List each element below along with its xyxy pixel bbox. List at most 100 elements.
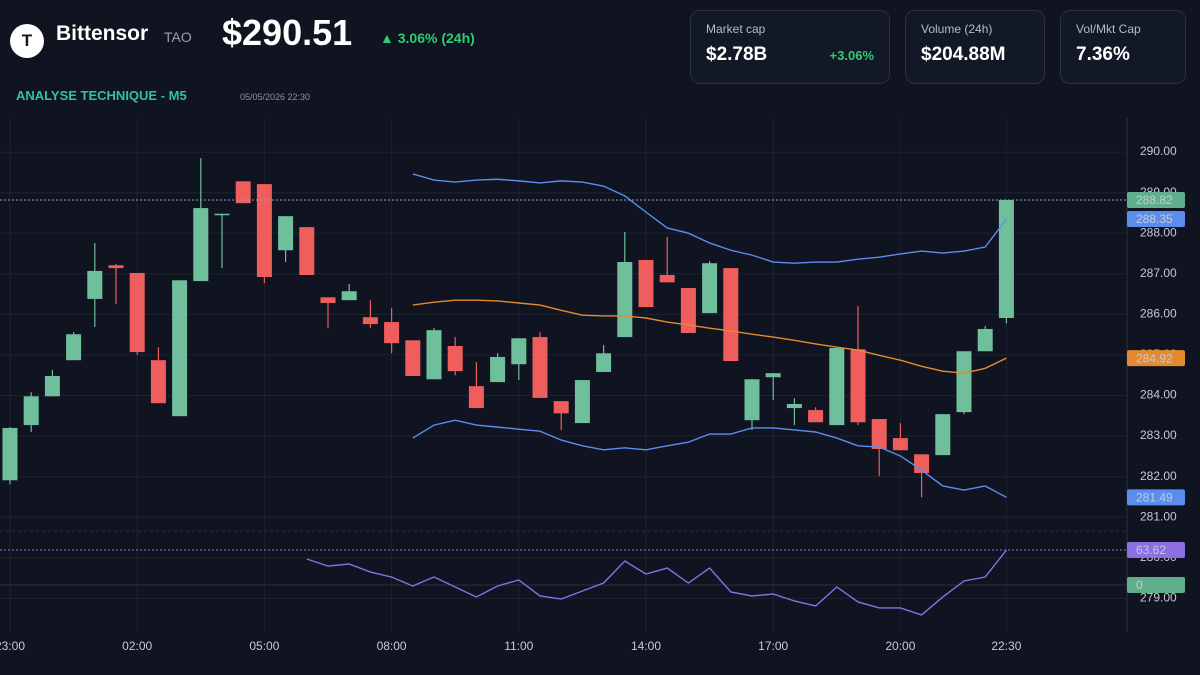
price: $290.51	[222, 12, 353, 53]
candle-body	[553, 401, 569, 414]
indicator-line	[306, 549, 1007, 616]
candle-body	[956, 351, 972, 413]
candle-body	[44, 376, 60, 397]
candle-body	[808, 410, 824, 423]
last-price-label-bg	[1127, 191, 1185, 208]
candle-body	[193, 208, 209, 282]
candle-body	[638, 259, 654, 308]
x-tick-label: 23:00	[0, 639, 25, 653]
candle-body	[129, 272, 145, 353]
x-tick-label: 20:00	[885, 639, 915, 653]
date: 05/05/2026 22:30	[240, 92, 311, 102]
candle-body	[23, 396, 39, 426]
stat-change: +3.06%	[829, 48, 874, 63]
last-price-label: 288.82	[1136, 193, 1173, 207]
candle-body	[617, 262, 633, 338]
y-tick-label: 286.00	[1140, 307, 1177, 321]
subtitle: ANALYSE TECHNIQUE - M5	[16, 88, 187, 103]
stat-value: $204.88M	[921, 44, 1006, 65]
y-tick-label: 279.00	[1140, 591, 1177, 605]
overlay-last-label: 281.49	[1136, 490, 1173, 504]
candle-body	[574, 380, 590, 424]
overlay-last-label-bg	[1127, 489, 1185, 506]
stat-card: Vol/Mkt Cap 7.36%	[1060, 10, 1186, 84]
candle-body	[532, 337, 548, 398]
candle-body	[765, 373, 781, 378]
indicator-tick-label-bg	[1127, 577, 1185, 593]
x-tick-label: 11:00	[504, 639, 533, 653]
overlay-last-label-bg	[1127, 211, 1185, 228]
y-tick-label: 281.00	[1140, 509, 1177, 523]
candle-body	[447, 345, 463, 372]
candle-body	[786, 404, 802, 409]
candle-body	[659, 274, 675, 283]
y-tick-label: 284.00	[1140, 388, 1177, 402]
candle-body	[2, 427, 18, 481]
x-tick-label: 17:00	[758, 639, 788, 653]
candle-body	[87, 270, 103, 299]
candle-body	[680, 287, 696, 334]
price-change: ▲ 3.06% (24h)	[380, 30, 475, 46]
candle-body	[892, 438, 908, 451]
candle-body	[426, 330, 442, 380]
y-tick-label: 287.00	[1140, 266, 1177, 280]
y-tick-label: 283.00	[1140, 428, 1177, 442]
overlay-line	[412, 419, 1007, 498]
candle-body	[744, 379, 760, 421]
stat-card: Volume (24h) $204.88M	[905, 10, 1045, 84]
x-tick-label: 14:00	[631, 639, 661, 653]
candle-body	[998, 199, 1014, 319]
indicator-tick-label: 0	[1136, 578, 1143, 592]
candle-body	[511, 338, 527, 365]
coin-name: Bittensor	[56, 22, 149, 45]
candle-body	[702, 263, 718, 314]
x-tick-label: 05:00	[249, 639, 279, 653]
candle-body	[172, 280, 188, 417]
candle-body	[235, 181, 251, 204]
candle-body	[108, 265, 124, 269]
candle-body	[66, 334, 82, 361]
x-tick-label: 02:00	[122, 639, 152, 653]
stat-label: Vol/Mkt Cap	[1076, 22, 1141, 36]
candle-body	[150, 360, 166, 404]
x-tick-label: 22:30	[991, 639, 1021, 653]
candle-body	[871, 419, 887, 450]
x-tick-label: 08:00	[377, 639, 407, 653]
candle-body	[384, 322, 400, 344]
overlay-line	[412, 299, 1007, 374]
candle-body	[935, 414, 951, 456]
coin-symbol: TAO	[164, 29, 192, 45]
y-tick-label: 282.00	[1140, 469, 1177, 483]
overlay-last-label-bg	[1127, 350, 1185, 367]
stat-value: $2.78B	[706, 44, 768, 65]
candle-body	[977, 328, 993, 352]
overlay-last-label: 288.35	[1136, 212, 1173, 226]
stat-value: 7.36%	[1076, 44, 1130, 65]
candle-body	[256, 184, 272, 278]
candle-body	[490, 356, 506, 383]
candle-body	[850, 349, 866, 423]
candle-body	[596, 353, 612, 372]
y-tick-label: 288.00	[1140, 225, 1177, 239]
candle-body	[829, 348, 845, 426]
stat-card: Market cap $2.78B +3.06%	[690, 10, 890, 84]
logo: T	[10, 24, 44, 58]
indicator-last-label: 63.62	[1136, 543, 1166, 557]
stat-label: Market cap	[706, 22, 766, 36]
candle-body	[278, 216, 294, 251]
candle-body	[405, 340, 421, 377]
overlay-last-label: 284.92	[1136, 351, 1173, 365]
candle-body	[468, 386, 484, 409]
stat-label: Volume (24h)	[921, 22, 993, 36]
candle-body	[214, 213, 230, 216]
candle-body	[299, 227, 315, 275]
candle-body	[320, 297, 336, 303]
candle-body	[341, 291, 357, 301]
y-tick-label: 290.00	[1140, 144, 1177, 158]
candle-body	[362, 317, 378, 325]
candle-body	[723, 268, 739, 362]
indicator-last-label-bg	[1127, 542, 1185, 559]
overlay-line	[412, 173, 1007, 264]
